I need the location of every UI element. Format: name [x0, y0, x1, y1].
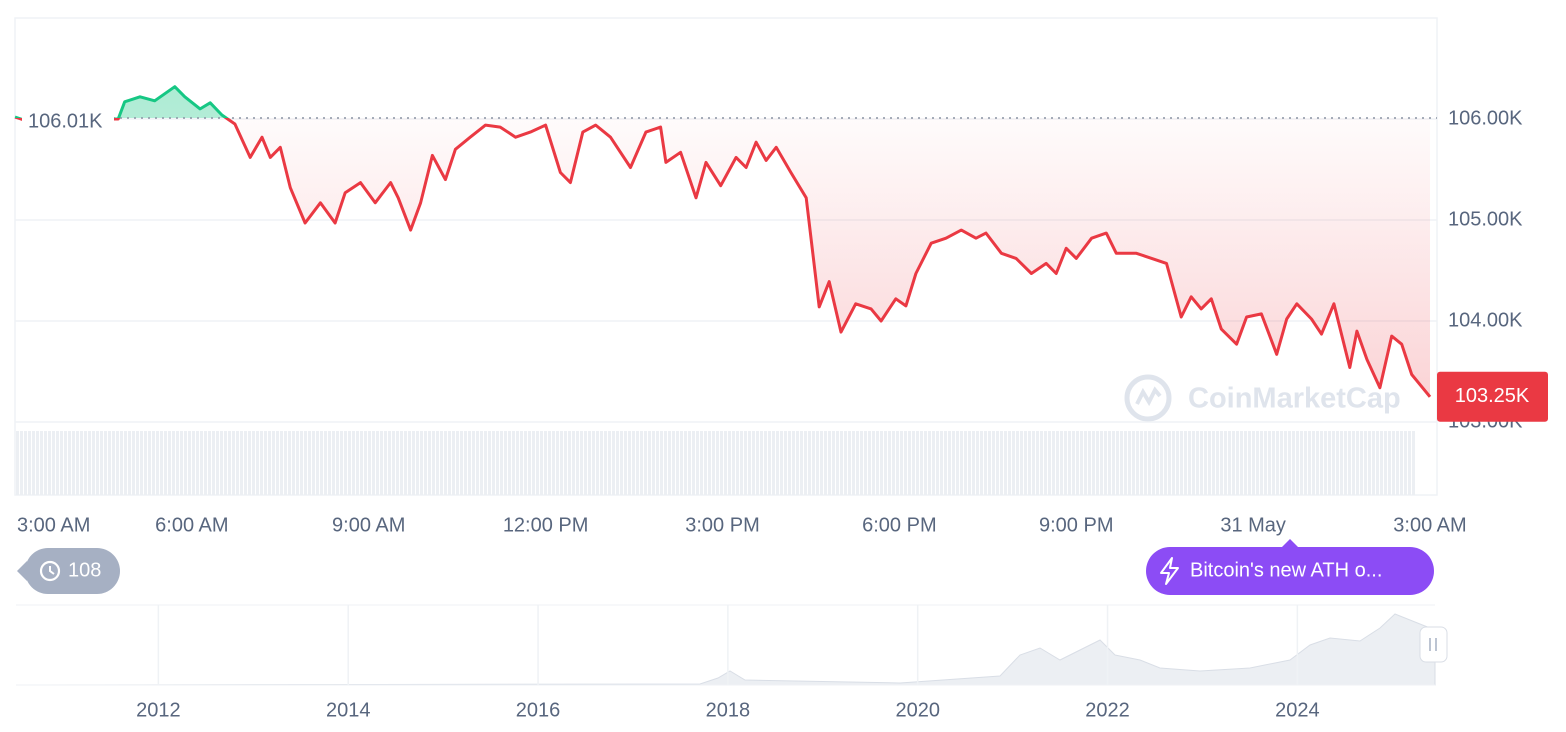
x-tick-label: 9:00 AM	[332, 514, 405, 536]
history-button[interactable]: 108	[17, 548, 120, 594]
y-tick-label: 106.00K	[1448, 107, 1523, 129]
y-tick-label: 105.00K	[1448, 208, 1523, 230]
reference-label-bg	[22, 104, 114, 132]
price-line-down	[14, 117, 1432, 398]
navigator-tick-label: 2024	[1275, 699, 1320, 721]
navigator-tick-label: 2012	[136, 699, 181, 721]
history-count: 108	[68, 559, 101, 581]
news-button[interactable]: Bitcoin's new ATH o...	[1146, 539, 1434, 595]
x-tick-label: 12:00 PM	[503, 514, 589, 536]
navigator-tick-label: 2022	[1085, 699, 1130, 721]
x-tick-label: 3:00 AM	[1393, 514, 1466, 536]
navigator-tick-label: 2020	[895, 699, 940, 721]
last-price-tag	[1437, 371, 1548, 422]
x-tick-label: 3:00 AM	[17, 514, 90, 536]
news-text: Bitcoin's new ATH o...	[1190, 559, 1382, 581]
watermark-text: CoinMarketCap	[1188, 383, 1401, 415]
x-tick-label: 6:00 AM	[155, 514, 228, 536]
x-tick-label: 31 May	[1220, 514, 1286, 536]
x-tick-label: 9:00 PM	[1039, 514, 1113, 536]
navigator-area	[15, 613, 1436, 686]
navigator-tick-label: 2016	[516, 699, 561, 721]
last-price-label: 103.25K	[1455, 385, 1530, 407]
reference-label: 106.01K	[28, 110, 103, 132]
watermark: CoinMarketCap	[1124, 374, 1401, 422]
navigator-handle[interactable]	[1419, 626, 1448, 663]
area-fill-down	[15, 117, 1430, 397]
navigator-tick-label: 2014	[326, 699, 371, 721]
x-tick-label: 3:00 PM	[685, 514, 759, 536]
area-fill-up	[15, 86, 227, 118]
navigator-tick-label: 2018	[706, 699, 751, 721]
x-tick-label: 6:00 PM	[862, 514, 936, 536]
volume-bars	[15, 431, 1415, 495]
y-tick-label: 104.00K	[1448, 309, 1523, 331]
